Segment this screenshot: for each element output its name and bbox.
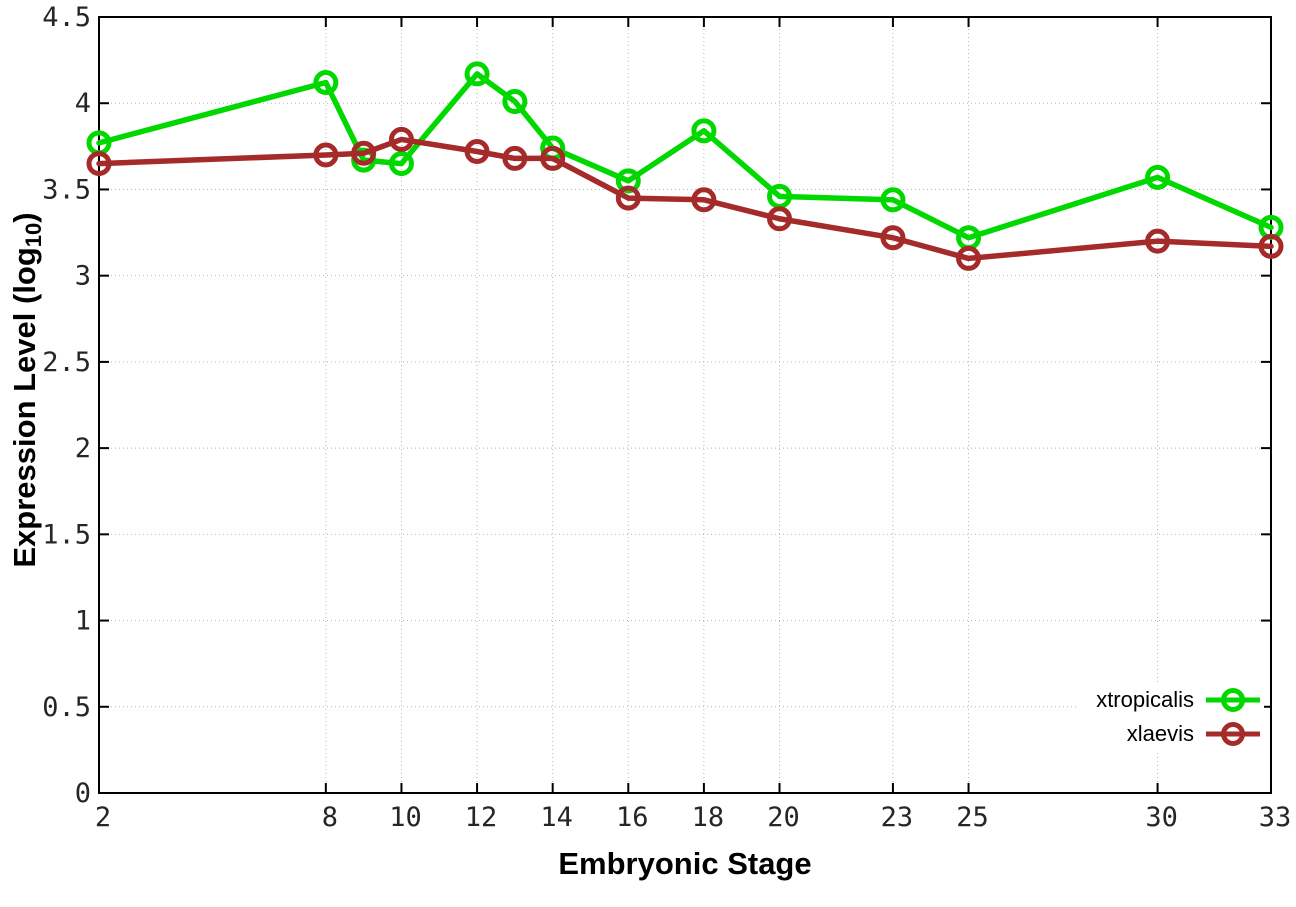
legend-marker-icon <box>1206 722 1260 746</box>
legend-label-xtropicalis: xtropicalis <box>1096 687 1194 712</box>
x-tick-label: 16 <box>616 802 649 833</box>
data-point-marker <box>880 187 906 213</box>
axis-ticks <box>98 16 1272 794</box>
y-tick-label: 3 <box>75 261 91 292</box>
series-line-xlaevis <box>96 136 1274 262</box>
x-tick-label: 20 <box>767 802 800 833</box>
gridlines <box>99 17 1271 793</box>
x-tick-label: 2 <box>95 802 111 833</box>
data-point-marker <box>1258 233 1284 259</box>
y-tick-label: 4 <box>75 88 91 119</box>
y-tick-label: 1 <box>75 606 91 637</box>
y-axis-title: Expression Level (log10) <box>7 212 47 567</box>
y-tick-label: 4.5 <box>42 2 91 33</box>
data-point-marker <box>388 126 414 152</box>
x-tick-label: 12 <box>465 802 498 833</box>
y-tick-label: 0 <box>75 778 91 809</box>
data-point-marker <box>956 245 982 271</box>
data-point-marker <box>880 225 906 251</box>
data-point-marker <box>502 145 528 171</box>
data-point-marker <box>502 88 528 114</box>
x-tick-label: 33 <box>1259 802 1292 833</box>
tick-labels: 0 0.5 1 1.5 2 2.5 3 3.5 4 4.5 2 8 10 12 14 16 18 20 23 25 30… <box>42 2 1291 833</box>
data-point-marker <box>464 61 490 87</box>
legend-marker-icon <box>1206 688 1260 712</box>
y-tick-label: 1.5 <box>42 519 91 550</box>
series-xlaevis <box>86 126 1284 271</box>
legend: xtropicalis xlaevis <box>1078 682 1264 752</box>
data-point-marker <box>464 139 490 165</box>
data-point-marker <box>313 142 339 168</box>
x-tick-label: 10 <box>389 802 422 833</box>
data-point-marker <box>691 187 717 213</box>
legend-point-sample <box>1221 688 1245 712</box>
data-point-marker <box>540 145 566 171</box>
x-tick-label: 8 <box>322 802 338 833</box>
legend-point-sample <box>1221 722 1245 746</box>
data-point-marker <box>351 140 377 166</box>
legend-row-xtropicalis: xtropicalis <box>1096 684 1262 716</box>
data-point-marker <box>615 185 641 211</box>
x-tick-label: 14 <box>540 802 573 833</box>
data-point-marker <box>313 70 339 96</box>
data-point-marker <box>691 118 717 144</box>
data-point-marker <box>767 206 793 232</box>
data-point-marker <box>1145 164 1171 190</box>
y-axis-title-text: Expression Level (log <box>6 247 42 568</box>
y-axis-title-subscript: 10 <box>21 222 47 248</box>
legend-row-xlaevis: xlaevis <box>1096 718 1262 750</box>
y-axis-title-suffix: ) <box>6 212 42 223</box>
x-axis-title: Embryonic Stage <box>558 846 812 881</box>
data-point-marker <box>86 151 112 177</box>
data-point-marker <box>615 168 641 194</box>
data-point-marker <box>388 151 414 177</box>
x-tick-label: 18 <box>692 802 725 833</box>
y-tick-label: 2 <box>75 433 91 464</box>
y-tick-label: 0.5 <box>42 692 91 723</box>
x-tick-label: 23 <box>881 802 914 833</box>
x-tick-label: 30 <box>1145 802 1178 833</box>
y-tick-label: 3.5 <box>42 174 91 205</box>
legend-label-xlaevis: xlaevis <box>1126 721 1194 746</box>
data-point-marker <box>1145 228 1171 254</box>
x-tick-label: 25 <box>956 802 989 833</box>
y-tick-label: 2.5 <box>42 347 91 378</box>
plot-border <box>98 16 1272 794</box>
